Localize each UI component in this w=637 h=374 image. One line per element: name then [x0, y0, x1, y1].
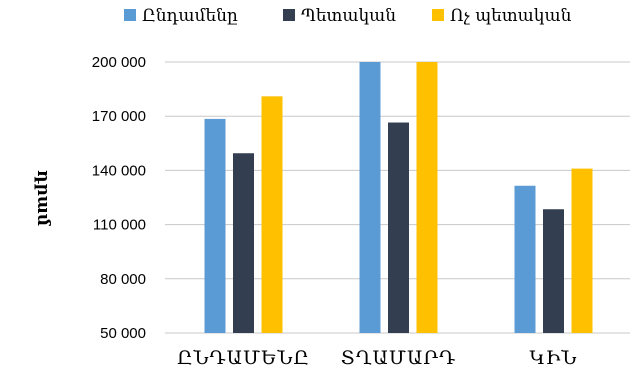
bar-3-2 [416, 62, 438, 333]
bar-2-2 [388, 122, 409, 333]
y-tick-label: 170 000 [92, 108, 146, 125]
legend: Ընդամենը Պետական Ոչ պետական [124, 6, 572, 26]
y-axis-label: դրամ [33, 170, 53, 227]
bar-3-3 [571, 168, 593, 333]
y-tick-label: 200 000 [92, 54, 146, 71]
y-axis-ticks: 50 000 80 000 110 000 140 000 170 000 200 000 [92, 54, 146, 342]
y-tick-label: 80 000 [100, 271, 146, 288]
x-category-label: ԸՆԴԱՄԵՆԸ [177, 347, 310, 369]
bars [204, 62, 593, 334]
legend-label: Պետական [301, 6, 396, 26]
y-tick-label: 110 000 [93, 217, 146, 234]
legend-label: Ոչ պետական [450, 6, 572, 26]
bar-3-1 [261, 96, 283, 334]
bar-1-2 [359, 62, 381, 333]
bar-1-3 [514, 185, 536, 333]
y-tick-label: 50 000 [100, 325, 146, 342]
legend-swatch [124, 9, 136, 21]
x-axis-categories: ԸՆԴԱՄԵՆԸ ՏՂԱՄԱՐԴ ԿԻՆ [177, 347, 577, 369]
legend-label: Ընդամենը [142, 6, 238, 26]
legend-swatch [283, 9, 295, 21]
y-tick-label: 140 000 [92, 162, 146, 179]
legend-swatch [432, 9, 444, 21]
bar-2-3 [543, 209, 564, 333]
bar-1-1 [204, 118, 226, 333]
x-category-label: ՏՂԱՄԱՐԴ [341, 347, 456, 369]
bar-2-1 [233, 153, 254, 333]
x-category-label: ԿԻՆ [529, 347, 577, 369]
